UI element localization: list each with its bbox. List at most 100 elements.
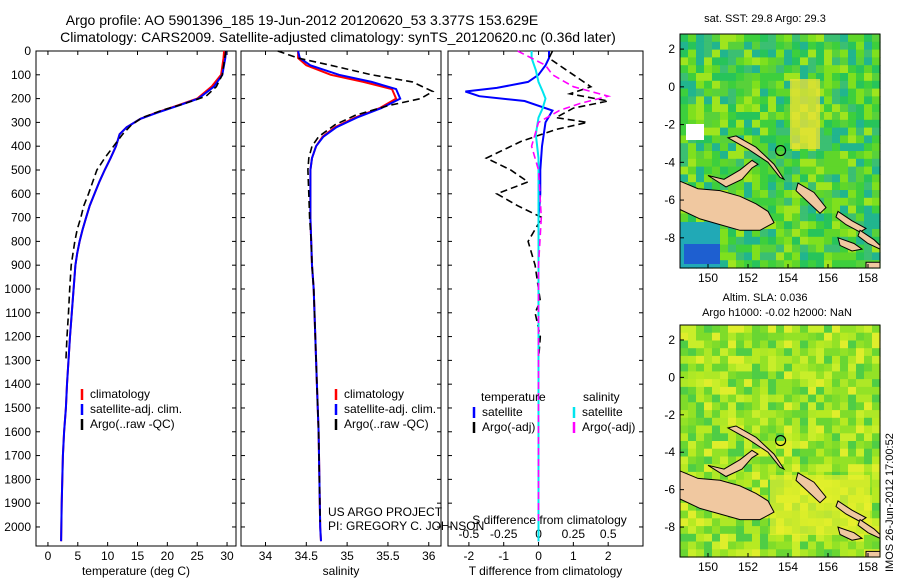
map-cell bbox=[816, 174, 825, 183]
map-cell bbox=[784, 213, 793, 222]
map-cell bbox=[760, 479, 769, 488]
map-cell bbox=[752, 182, 761, 191]
map-cell bbox=[856, 88, 865, 97]
map-cell bbox=[872, 221, 881, 230]
map-cell bbox=[736, 57, 745, 66]
map-label: Altim. SLA: 0.036 bbox=[723, 292, 808, 304]
map-cell bbox=[824, 229, 833, 238]
map-cell bbox=[808, 541, 817, 550]
map-cell bbox=[848, 49, 857, 58]
land-polygon bbox=[707, 159, 759, 188]
map-cell bbox=[816, 425, 825, 434]
map-cell bbox=[840, 229, 849, 238]
map-lat-label: -4 bbox=[664, 155, 675, 169]
map-cell bbox=[728, 448, 737, 457]
map-cell bbox=[872, 135, 881, 144]
map-cell bbox=[832, 533, 841, 543]
map-cell bbox=[848, 143, 857, 152]
map-cell bbox=[728, 533, 737, 543]
map-cell bbox=[832, 112, 841, 121]
map-cell bbox=[680, 456, 689, 465]
map-cell bbox=[872, 495, 881, 504]
map-cell bbox=[808, 57, 817, 66]
map-cell bbox=[776, 260, 785, 269]
map-lat-label: 2 bbox=[668, 333, 675, 347]
map-cell bbox=[768, 96, 777, 105]
map-cell bbox=[712, 119, 721, 129]
map-cell bbox=[856, 332, 865, 341]
map-cell bbox=[872, 143, 881, 152]
map-cell bbox=[792, 417, 801, 427]
y-tick-label: 1600 bbox=[4, 425, 31, 439]
map-cell bbox=[776, 112, 785, 121]
map-cell bbox=[696, 541, 705, 550]
map-cell bbox=[688, 332, 697, 341]
x-tick-label: 15 bbox=[131, 549, 145, 563]
map-cell bbox=[800, 49, 809, 58]
map-cell bbox=[808, 386, 817, 396]
map-cell bbox=[776, 355, 785, 365]
map-cell bbox=[696, 363, 705, 372]
map-cell bbox=[768, 221, 777, 230]
map-cell bbox=[864, 174, 873, 183]
map-cell bbox=[824, 441, 833, 450]
map-cell bbox=[856, 348, 865, 357]
map-cell bbox=[792, 402, 801, 411]
map-cell bbox=[864, 332, 873, 341]
map-cell bbox=[728, 236, 737, 246]
map-cell bbox=[840, 205, 849, 214]
map-cell bbox=[752, 174, 761, 183]
map-cell bbox=[768, 417, 777, 427]
map-cell bbox=[688, 41, 697, 51]
map-cell bbox=[824, 190, 833, 199]
map-cell bbox=[872, 244, 881, 253]
map-cell bbox=[752, 386, 761, 396]
x-tick-label: 35.5 bbox=[376, 549, 400, 563]
map-cell bbox=[680, 65, 689, 74]
map-cell bbox=[848, 34, 857, 43]
map-cell bbox=[840, 252, 849, 261]
map-cell bbox=[712, 143, 721, 152]
map-cell bbox=[728, 340, 737, 349]
map-cell bbox=[848, 151, 857, 160]
map-cell bbox=[784, 464, 793, 473]
map-cell bbox=[696, 379, 705, 388]
map-cell bbox=[768, 348, 777, 357]
map-cell bbox=[736, 325, 745, 334]
map-cell bbox=[704, 49, 713, 58]
map-cell bbox=[680, 119, 689, 129]
map-cell bbox=[784, 119, 793, 129]
map-cell bbox=[776, 49, 785, 58]
map-cell bbox=[744, 371, 753, 380]
map-cell bbox=[760, 119, 769, 129]
map-cell bbox=[704, 88, 713, 97]
map-cell bbox=[736, 394, 745, 403]
map-cell bbox=[720, 236, 729, 246]
map-cell bbox=[848, 73, 857, 82]
map-cell bbox=[728, 549, 737, 558]
map-cell bbox=[744, 340, 753, 349]
map-label: sat. SST: 29.8 Argo: 29.3 bbox=[704, 13, 826, 25]
map-cell bbox=[704, 471, 713, 481]
plot-frame bbox=[240, 50, 442, 547]
map-cell bbox=[744, 80, 753, 90]
map-cell bbox=[688, 174, 697, 183]
map-cell bbox=[856, 151, 865, 160]
map-cell bbox=[872, 363, 881, 372]
map-cell bbox=[824, 332, 833, 341]
map-cell bbox=[808, 49, 817, 58]
map-cell bbox=[832, 379, 841, 388]
map-cell bbox=[848, 348, 857, 357]
map-cell bbox=[752, 73, 761, 82]
map-cell bbox=[792, 34, 801, 43]
map-cell bbox=[776, 135, 785, 144]
map-cell bbox=[752, 533, 761, 543]
map-cell bbox=[784, 221, 793, 230]
map-cell bbox=[824, 213, 833, 222]
map-cell bbox=[704, 456, 713, 465]
map-cell bbox=[704, 425, 713, 434]
map-cell bbox=[840, 73, 849, 82]
map-cell bbox=[704, 379, 713, 388]
map-cell bbox=[864, 244, 873, 253]
map-cell bbox=[824, 205, 833, 214]
